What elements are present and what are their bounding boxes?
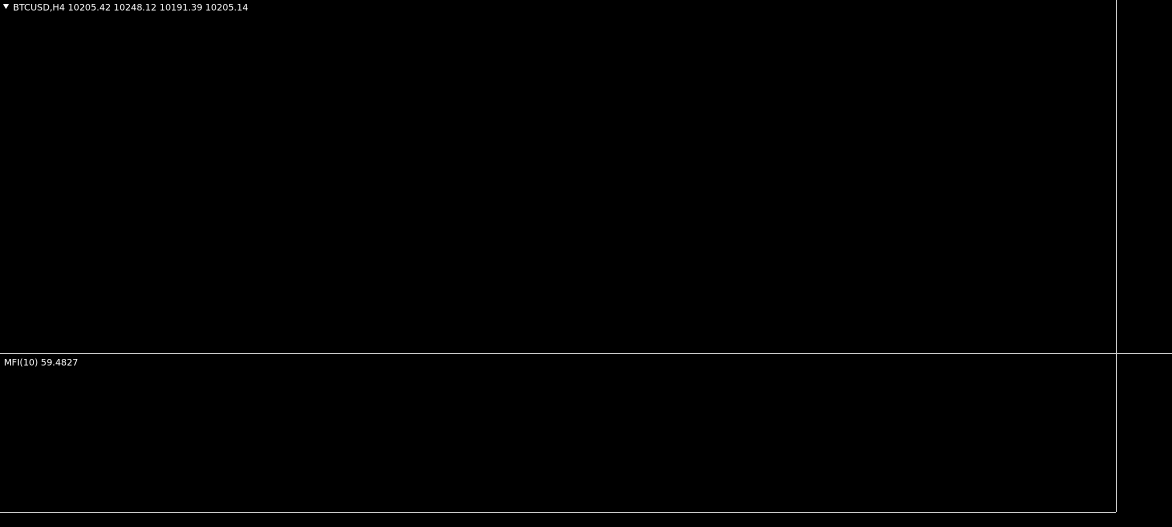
axis-layer: [0, 0, 1172, 513]
chart-title: BTCUSD,H4 10205.42 10248.12 10191.39 102…: [13, 4, 249, 14]
symbol-icon: [3, 4, 9, 9]
indicator-title: MFI(10) 59.4827: [4, 359, 78, 369]
